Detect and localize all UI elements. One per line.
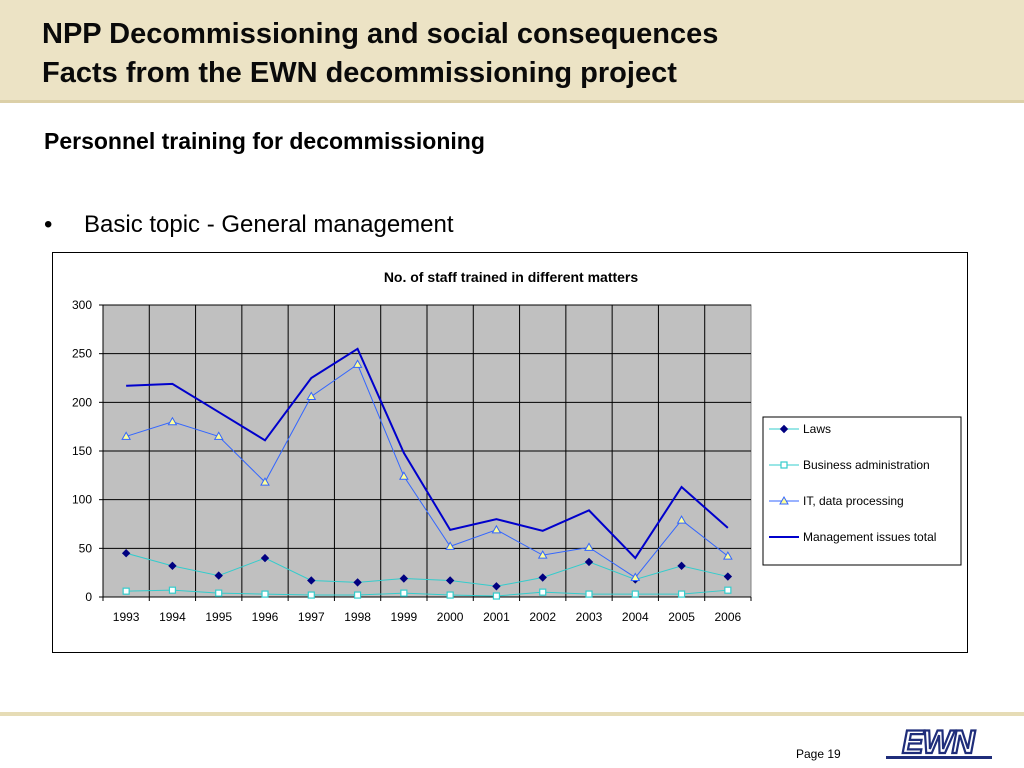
triangle-marker [676,515,687,524]
x-tick-label: 2004 [622,610,649,624]
gridlines [103,304,751,598]
slide-title-line-2: Facts from the EWN decommissioning proje… [42,57,677,89]
bullet-text: Basic topic - General management [84,211,454,238]
header-divider [0,100,1024,103]
square-marker [307,591,315,599]
x-tick-label: 1995 [205,610,232,624]
triangle-marker [352,359,363,368]
y-tick-label: 250 [72,347,92,361]
y-tick-label: 200 [72,395,92,409]
x-tick-label: 2005 [668,610,695,624]
diamond-marker [353,578,362,587]
footer-bar [0,712,1024,716]
diamond-marker [260,553,270,563]
diamond-marker [779,424,789,434]
triangle-marker [445,541,456,550]
diamond-marker [492,582,501,591]
x-tick-label: 1996 [252,610,279,624]
y-tick-label: 0 [85,590,92,604]
diamond-marker [723,572,733,581]
x-tick-label: 2006 [715,610,742,624]
legend-label: Management issues total [803,530,936,544]
diamond-marker [121,548,131,558]
series-line [125,363,729,579]
square-marker [724,586,732,594]
y-tick-label: 150 [72,444,92,458]
square-marker [168,586,177,594]
triangle-marker [584,542,594,551]
logo-text: EWN [902,724,976,760]
triangle-marker [306,391,317,400]
legend-label: IT, data processing [803,494,904,508]
slide-title-line-1: NPP Decommissioning and social consequen… [42,18,719,50]
x-tick-label: 2000 [437,610,464,624]
page-number: Page 19 [796,747,841,761]
diamond-marker [445,576,455,585]
diamond-marker [584,557,594,567]
legend-label: Laws [803,422,831,436]
series-laws [121,548,733,591]
square-marker [400,589,408,597]
triangle-marker [121,431,132,440]
diamond-marker [214,571,223,580]
diamond-marker [168,561,177,571]
chart-title: No. of staff trained in different matter… [384,269,639,285]
triangle-marker [722,551,733,560]
diamond-marker [307,576,316,585]
logo-underline [886,756,992,759]
y-tick-label: 100 [72,493,92,507]
square-marker [780,461,788,469]
square-marker [677,590,686,598]
series-business-administration [122,586,732,600]
diamond-marker [538,573,547,582]
series-line [126,552,728,587]
square-marker [122,587,130,595]
triangle-marker [537,550,548,559]
series-management-issues-total [126,347,729,560]
triangle-marker [779,495,789,505]
triangle-marker [260,477,270,486]
triangle-marker [630,572,641,582]
y-tick-label: 50 [79,541,93,555]
chart-frame: No. of staff trained in different matter… [52,252,968,653]
diamond-marker [399,574,409,583]
square-marker [261,590,269,598]
x-tick-label: 1993 [113,610,140,624]
legend: Laws Business administration IT, data proc… [762,416,962,566]
x-tick-label: 1997 [298,610,325,624]
bullet-item: • Basic topic - General management [44,211,454,239]
x-tick-label: 2003 [576,610,603,624]
axes: 0 50 100 150 200 250 300 1993 1994 1995 1996 1997 19… [72,298,752,624]
legend-box [762,416,962,566]
square-marker [215,589,223,597]
square-marker [492,592,501,600]
bullet-mark: • [44,211,53,238]
line-chart: No. of staff trained in different matter… [72,269,962,624]
x-tick-label: 1994 [159,610,186,624]
slide-subtitle: Personnel training for decommissioning [44,128,485,154]
legend-label: Business administration [803,458,930,472]
series-line [126,589,728,597]
header-bar [0,0,1024,102]
square-marker [353,591,362,599]
square-marker [446,591,454,599]
y-tick-label: 300 [72,298,92,312]
ewn-logo: EWN [886,724,992,761]
series-group [121,347,733,600]
triangle-marker [167,416,178,426]
triangle-marker [213,431,224,440]
x-tick-label: 1999 [391,610,418,624]
triangle-marker [398,471,409,480]
triangle-marker [491,524,502,534]
square-marker [585,590,593,598]
x-tick-label: 2002 [529,610,556,624]
square-marker [539,588,547,596]
square-marker [631,590,639,598]
diamond-marker [677,561,686,571]
series-line [126,347,729,560]
series-it-data-processing [121,359,733,582]
x-tick-label: 1998 [344,610,371,624]
x-tick-label: 2001 [483,610,510,624]
